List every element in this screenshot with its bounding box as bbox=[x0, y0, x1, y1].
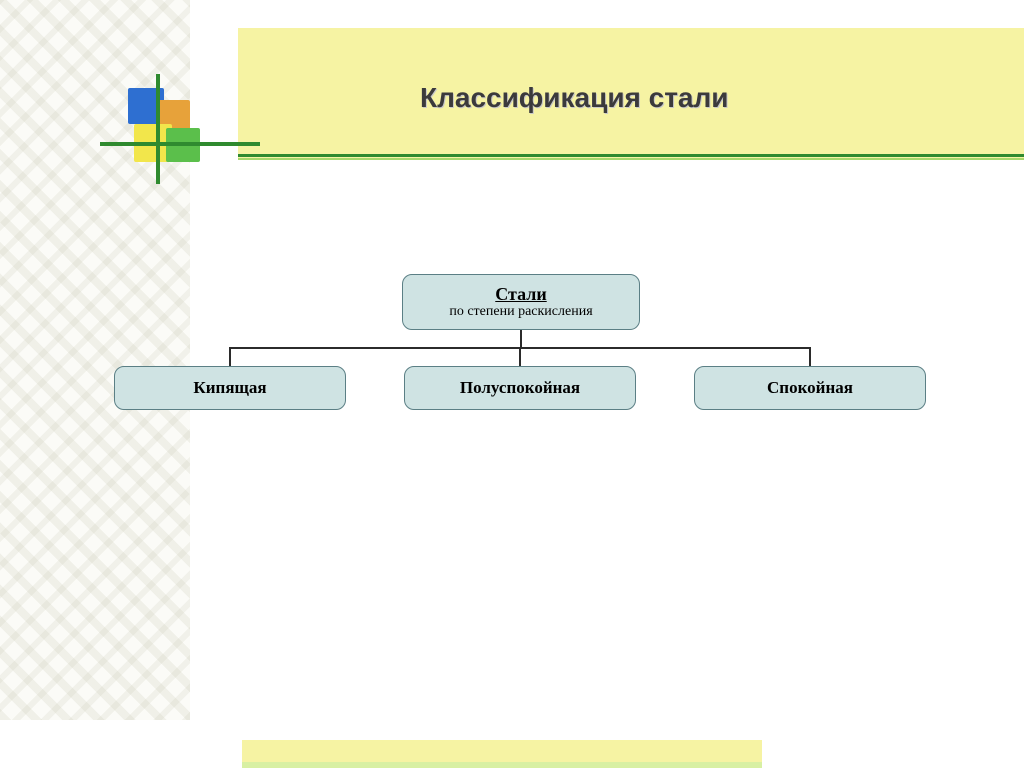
child-node-1: Кипящая bbox=[114, 366, 346, 410]
connector-path bbox=[230, 330, 810, 366]
footer-bar-bottom bbox=[242, 762, 762, 768]
hierarchy-diagram: Стали по степени раскисления Кипящая Пол… bbox=[0, 0, 1024, 768]
child-label: Спокойная bbox=[767, 378, 853, 398]
child-node-3: Спокойная bbox=[694, 366, 926, 410]
root-node: Стали по степени раскисления bbox=[402, 274, 640, 330]
child-node-2: Полуспокойная bbox=[404, 366, 636, 410]
root-subtitle: по степени раскисления bbox=[449, 304, 592, 320]
child-label: Полуспокойная bbox=[460, 378, 580, 398]
footer-bar-top bbox=[242, 740, 762, 762]
child-label: Кипящая bbox=[193, 378, 266, 398]
root-title: Стали bbox=[495, 284, 546, 305]
